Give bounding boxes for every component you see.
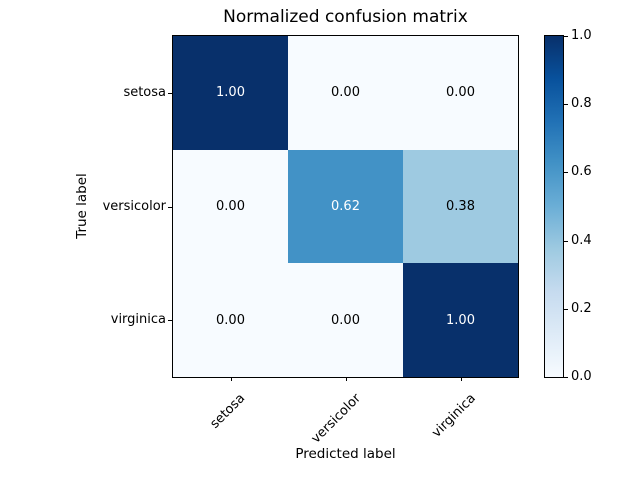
colorbar-tick-label: 0.2	[571, 301, 592, 316]
cell-value: 1.00	[446, 312, 475, 328]
heatmap-cell: 0.00	[173, 263, 288, 377]
chart-title: Normalized confusion matrix	[223, 7, 468, 27]
x-axis-label: Predicted label	[295, 446, 396, 462]
cell-value: 0.62	[331, 198, 360, 214]
colorbar-tick-label: 0.8	[571, 96, 592, 111]
colorbar-tick-label: 0.0	[571, 369, 592, 384]
heatmap-cell: 0.00	[288, 36, 403, 150]
colorbar-tick-mark	[564, 241, 568, 242]
heatmap-cell: 0.00	[288, 263, 403, 377]
y-tick-label: versicolor	[102, 199, 166, 214]
cell-value: 0.00	[331, 85, 360, 101]
y-tick-mark	[168, 93, 172, 94]
heatmap-cell: 0.00	[173, 149, 288, 264]
heatmap-cell: 1.00	[173, 36, 288, 150]
colorbar	[544, 35, 564, 378]
cell-value: 1.00	[216, 85, 245, 101]
cell-value: 0.00	[331, 312, 360, 328]
cell-value: 0.38	[446, 198, 475, 214]
x-tick-label: versicolor	[308, 391, 364, 447]
colorbar-tick-mark	[564, 36, 568, 37]
x-tick-mark	[231, 377, 232, 381]
cell-value: 0.00	[216, 198, 245, 214]
y-tick-label: setosa	[123, 85, 166, 100]
x-tick-label: setosa	[207, 391, 249, 432]
heatmap-cell: 0.62	[288, 149, 403, 264]
colorbar-tick-label: 1.0	[571, 28, 592, 43]
x-tick-mark	[461, 377, 462, 381]
y-tick-mark	[168, 320, 172, 321]
colorbar-tick-mark	[564, 172, 568, 173]
colorbar-tick-label: 0.4	[571, 233, 592, 248]
colorbar-tick-label: 0.6	[571, 164, 592, 179]
heatmap-cell: 0.00	[403, 36, 518, 150]
y-tick-label: virginica	[110, 312, 166, 327]
colorbar-tick-mark	[564, 309, 568, 310]
cell-value: 0.00	[216, 312, 245, 328]
x-tick-mark	[346, 377, 347, 381]
heatmap-cell: 0.38	[403, 149, 518, 264]
cell-value: 0.00	[446, 85, 475, 101]
colorbar-tick-mark	[564, 377, 568, 378]
colorbar-tick-mark	[564, 104, 568, 105]
heatmap-axes: 1.00 0.00 0.00 0.00 0.62 0.38 0.00 0.00 1.00	[172, 35, 519, 378]
heatmap-cell: 1.00	[403, 263, 518, 377]
x-tick-label: virginica	[428, 391, 479, 441]
y-tick-mark	[168, 207, 172, 208]
